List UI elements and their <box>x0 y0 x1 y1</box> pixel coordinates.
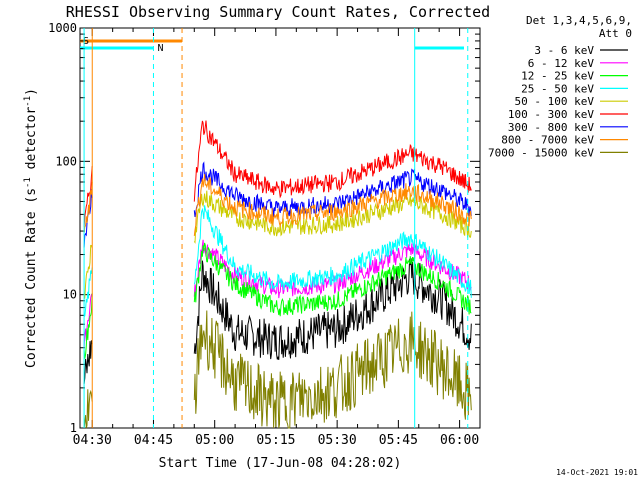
series-line <box>193 190 472 244</box>
y-tick-label: 100 <box>55 154 77 168</box>
series-line <box>193 242 472 317</box>
x-axis-label: Start Time (17-Jun-08 04:28:02) <box>159 456 402 471</box>
legend-label: 300 - 800 keV <box>508 121 594 134</box>
series-line <box>193 310 472 429</box>
series-line-early <box>83 293 93 348</box>
series-line-early <box>83 166 93 227</box>
series-line <box>193 205 472 298</box>
saa-flag-label: S <box>83 36 89 47</box>
x-tick-label: 04:45 <box>134 433 173 448</box>
legend-label: 3 - 6 keV <box>534 44 594 57</box>
series-line-early <box>83 181 93 233</box>
chart-title: RHESSI Observing Summary Count Rates, Co… <box>66 3 490 21</box>
series-line-early <box>83 244 93 300</box>
legend-label: 100 - 300 keV <box>508 108 594 121</box>
x-tick-label: 04:30 <box>73 433 112 448</box>
series-line-early <box>83 188 93 248</box>
x-tick-label: 05:00 <box>195 433 234 448</box>
y-axis-label: Corrected Count Rate (s-1 detector-1) <box>23 88 39 368</box>
legend-label: 800 - 7000 keV <box>501 134 594 147</box>
legend-header-detectors: Det 1,3,4,5,6,9, <box>526 14 632 27</box>
series-line-early <box>83 389 93 429</box>
y-tick-label: 10 <box>63 288 77 302</box>
legend-label: 6 - 12 keV <box>528 57 595 70</box>
plot-frame <box>79 27 481 429</box>
series-line <box>193 174 472 236</box>
series-line <box>193 161 472 218</box>
series-line-early <box>83 340 93 385</box>
x-tick-label: 05:15 <box>256 433 295 448</box>
series-group <box>83 120 472 429</box>
legend-header-attenuator: Att 0 <box>599 27 632 40</box>
legend-label: 25 - 50 keV <box>521 82 594 95</box>
series-line-early <box>83 267 93 317</box>
night-flag-label: N <box>157 43 163 54</box>
x-tick-label: 06:00 <box>440 433 479 448</box>
x-tick-label: 05:30 <box>318 433 357 448</box>
x-tick-label: 05:45 <box>379 433 418 448</box>
y-tick-label: 1000 <box>48 21 77 35</box>
legend-label: 50 - 100 keV <box>515 95 595 108</box>
series-line <box>193 258 472 360</box>
generated-timestamp: 14-Oct-2021 19:01 <box>556 468 638 477</box>
event-lines <box>83 28 469 428</box>
legend-label: 7000 - 15000 keV <box>488 146 594 159</box>
series-line-early <box>83 293 93 359</box>
flag-bars: SN <box>80 36 464 54</box>
y-tick-label: 1 <box>70 421 77 435</box>
series-line <box>193 239 472 299</box>
legend-label: 12 - 25 keV <box>521 70 594 83</box>
series-line <box>193 120 472 202</box>
